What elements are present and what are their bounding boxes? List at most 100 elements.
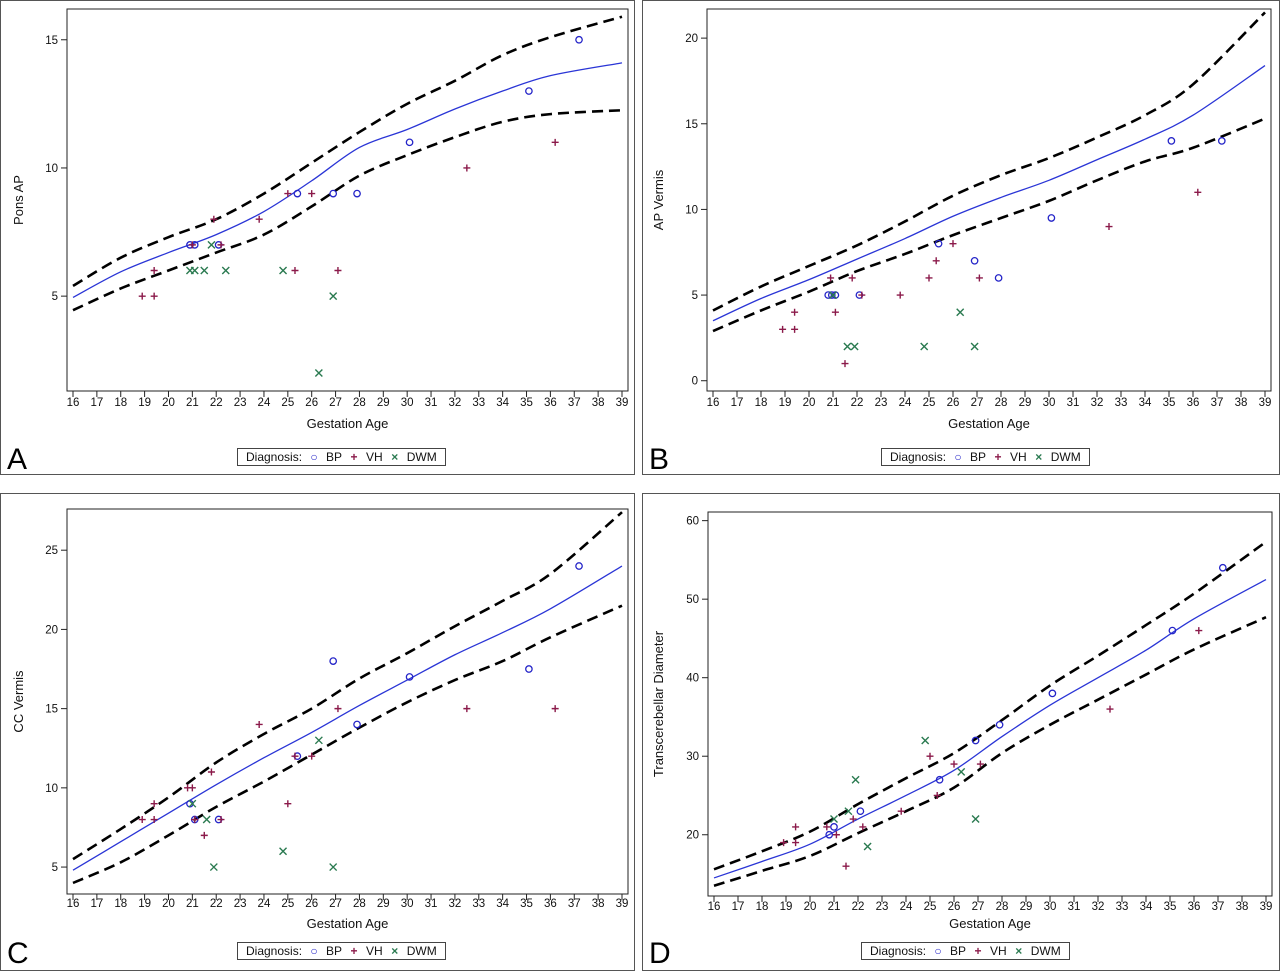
circle-marker-icon: ○ [310, 944, 318, 958]
x-marker-icon: × [1035, 450, 1043, 464]
vh-point [334, 267, 342, 275]
panel-letter: B [649, 443, 670, 476]
x-tick-label: 36 [1187, 397, 1200, 409]
x-tick-label: 28 [996, 901, 1009, 913]
vh-point [308, 190, 316, 198]
x-tick-label: 34 [496, 397, 509, 409]
bp-point [995, 720, 1004, 729]
x-tick-label: 37 [1212, 901, 1225, 913]
x-tick-label: 24 [899, 397, 912, 409]
dwm-point [863, 842, 872, 851]
x-tick-label: 22 [210, 397, 223, 409]
vh-point [831, 308, 839, 316]
vh-point [191, 816, 199, 824]
ci-upper-line [712, 11, 1266, 312]
x-tick-label: 24 [258, 397, 271, 409]
x-tick-label: 31 [425, 397, 438, 409]
vh-point [150, 267, 158, 275]
x-tick-label: 33 [472, 898, 485, 910]
vh-point [791, 308, 799, 316]
panel-a: 16 17 18 19 20 21 22 23 24 25 26 27 28 29 30 31 32 33 34 35… [0, 0, 635, 475]
x-tick-label: 22 [851, 397, 864, 409]
x-tick-label: 31 [425, 898, 438, 910]
legend-vh: VH [1010, 450, 1027, 464]
x-tick-label: 27 [329, 898, 342, 910]
vh-point [334, 705, 342, 713]
vh-point [551, 705, 559, 713]
x-tick-label: 32 [1092, 901, 1105, 913]
vh-point [932, 257, 940, 265]
x-tick-label: 30 [1043, 397, 1056, 409]
x-tick-label: 19 [138, 397, 151, 409]
x-axis-label: Gestation Age [307, 916, 389, 931]
x-tick-label: 28 [353, 898, 366, 910]
bp-point [971, 736, 980, 745]
circle-marker-icon: ○ [934, 944, 942, 958]
bp-point [575, 35, 583, 44]
bp-point [405, 138, 414, 147]
x-tick-label: 30 [401, 898, 414, 910]
vh-point [255, 720, 263, 728]
bp-point [525, 87, 533, 95]
x-tick-label: 38 [592, 397, 605, 409]
y-tick-label: 10 [45, 783, 58, 795]
plus-marker-icon: + [350, 944, 358, 958]
dwm-point [279, 266, 288, 275]
y-tick-label: 5 [52, 862, 58, 874]
y-tick-label: 20 [685, 33, 698, 45]
bp-point [827, 291, 836, 299]
vh-point [897, 807, 905, 815]
y-tick-label: 15 [45, 704, 58, 716]
x-tick-label: 33 [1116, 901, 1129, 913]
vh-point [858, 291, 866, 299]
legend: Diagnosis: ○ BP + VH × DWM [861, 942, 1070, 960]
plus-marker-icon: + [974, 944, 982, 958]
x-tick-label: 25 [281, 898, 294, 910]
y-tick-label: 5 [52, 291, 58, 303]
y-tick-label: 15 [45, 35, 58, 47]
vh-point [925, 274, 933, 282]
x-tick-label: 36 [544, 397, 557, 409]
bp-point [856, 807, 865, 816]
bp-point [1048, 689, 1057, 698]
y-axis-label: Transcerebellar Diameter [651, 630, 666, 777]
legend-title: Diagnosis: [246, 944, 303, 958]
y-tick-label: 10 [685, 204, 698, 216]
vh-point [284, 800, 292, 808]
bp-point [353, 189, 361, 198]
x-tick-label: 38 [1235, 397, 1248, 409]
vh-point [950, 760, 958, 768]
vh-point [188, 241, 196, 249]
legend-title: Diagnosis: [870, 944, 927, 958]
legend-vh: VH [366, 944, 383, 958]
vh-point [291, 752, 299, 760]
vh-point [842, 862, 850, 870]
x-tick-label: 36 [544, 898, 557, 910]
vh-point [791, 325, 799, 333]
panel-letter: A [7, 443, 28, 476]
vh-point [896, 291, 904, 299]
y-tick-label: 0 [692, 376, 698, 388]
vh-point [949, 240, 957, 248]
bp-point [935, 775, 944, 784]
x-tick-label: 33 [1115, 397, 1128, 409]
dwm-point [830, 815, 838, 824]
x-tick-label: 23 [234, 898, 247, 910]
x-tick-label: 23 [234, 397, 247, 409]
x-tick-label: 21 [186, 898, 199, 910]
x-tick-label: 18 [114, 898, 127, 910]
fit-line [72, 62, 623, 298]
bp-point [824, 291, 833, 299]
vh-point [188, 784, 196, 792]
bp-point [830, 823, 838, 831]
vh-point [859, 823, 867, 831]
x-tick-label: 17 [731, 397, 744, 409]
vh-point [827, 274, 835, 282]
ci-lower-line [72, 604, 623, 885]
vh-point [849, 815, 857, 823]
x-tick-label: 27 [971, 397, 984, 409]
vh-point [463, 164, 471, 172]
dwm-point [920, 342, 929, 351]
x-tick-label: 16 [67, 397, 80, 409]
dwm-point [844, 807, 853, 816]
